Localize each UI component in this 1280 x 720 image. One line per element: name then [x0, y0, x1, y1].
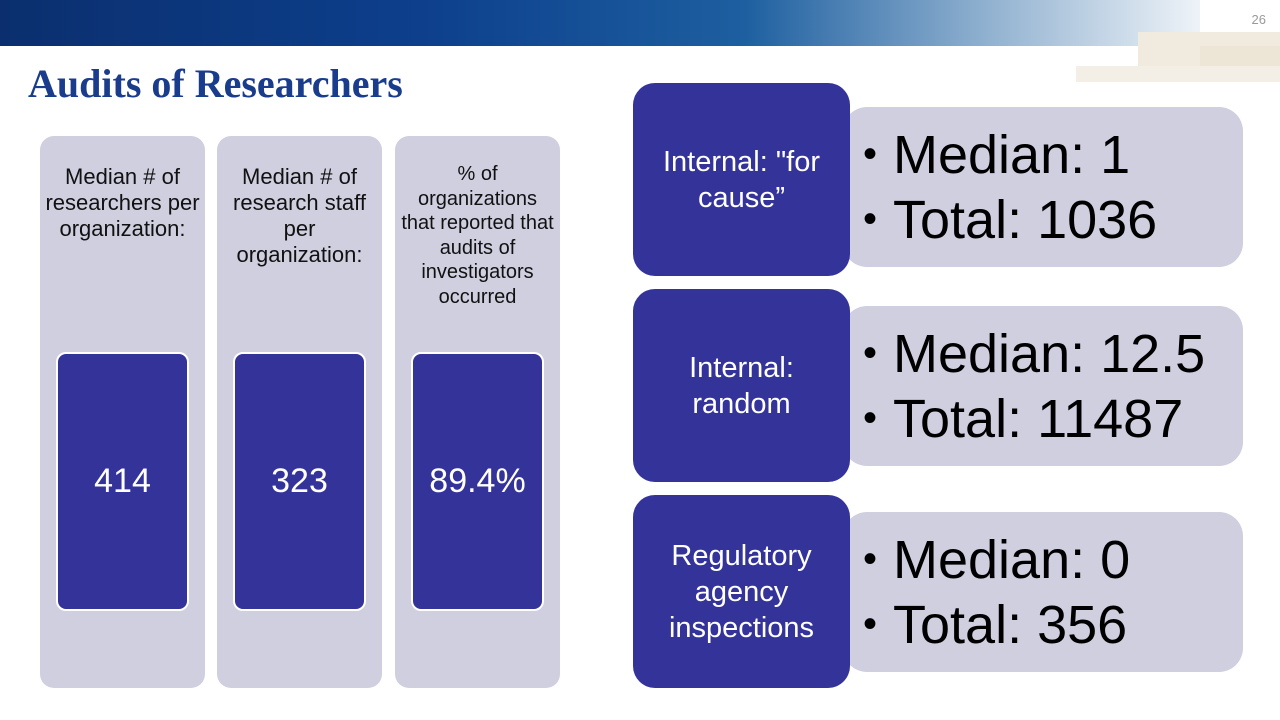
- median-text: Median: 1: [893, 125, 1131, 185]
- total-line: • Total: 11487: [863, 389, 1184, 449]
- stat-label: Median # of research staff per organizat…: [233, 164, 366, 267]
- slide-title: Audits of Researchers: [28, 61, 403, 106]
- median-line: • Median: 12.5: [863, 324, 1206, 384]
- audit-category: Regulatory agency inspections: [633, 495, 850, 688]
- stat-value: 89.4%: [411, 352, 544, 611]
- median-line: • Median: 0: [863, 530, 1131, 590]
- header-decoration: [1076, 66, 1280, 82]
- audit-category: Internal: "for cause”: [633, 83, 850, 276]
- total-line: • Total: 1036: [863, 190, 1158, 250]
- audit-row-random: • Median: 12.5 • Total: 11487 Internal: ra…: [633, 289, 1243, 482]
- audit-row-for-cause: • Median: 1 • Total: 1036 Internal: "for c…: [633, 83, 1243, 276]
- audit-detail: • Median: 12.5 • Total: 11487: [843, 306, 1243, 466]
- audit-detail: • Median: 1 • Total: 1036: [843, 107, 1243, 267]
- median-text: Median: 12.5: [893, 324, 1206, 384]
- stat-label: % of organizations that reported that au…: [401, 163, 554, 308]
- header-decoration: [1200, 46, 1280, 66]
- stat-card-research-staff: Median # of research staff per organizat…: [217, 136, 382, 688]
- stat-card-audit-percentage: % of organizations that reported that au…: [395, 136, 560, 688]
- total-text: Total: 11487: [893, 389, 1184, 449]
- audit-category: Internal: random: [633, 289, 850, 482]
- total-text: Total: 356: [893, 595, 1128, 655]
- stat-value: 414: [56, 352, 189, 611]
- header-band: [0, 0, 1200, 46]
- total-text: Total: 1036: [893, 190, 1158, 250]
- stat-label: Median # of researchers per organization…: [45, 164, 200, 241]
- stat-card-researchers: Median # of researchers per organization…: [40, 136, 205, 688]
- median-line: • Median: 1: [863, 125, 1131, 185]
- slide-number: 26: [1251, 12, 1266, 27]
- total-line: • Total: 356: [863, 595, 1128, 655]
- stat-value: 323: [233, 352, 366, 611]
- median-text: Median: 0: [893, 530, 1131, 590]
- audit-detail: • Median: 0 • Total: 356: [843, 512, 1243, 672]
- audit-row-regulatory: • Median: 0 • Total: 356 Regulatory agency…: [633, 495, 1243, 688]
